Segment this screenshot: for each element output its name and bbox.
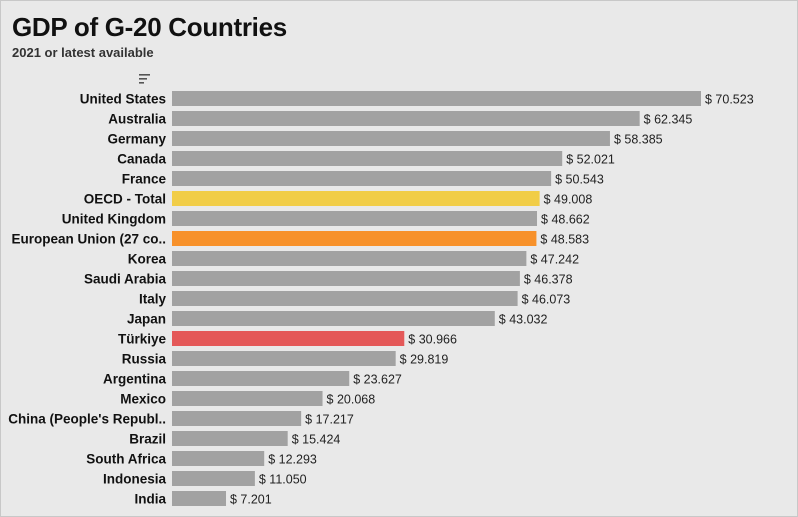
category-label: Korea (128, 252, 167, 267)
value-label: $ 11.050 (259, 473, 307, 487)
category-label: Japan (127, 312, 166, 327)
bar[interactable] (172, 491, 227, 506)
bar[interactable] (172, 471, 255, 486)
bar[interactable] (172, 211, 538, 226)
category-label: Saudi Arabia (84, 272, 167, 287)
value-label: $ 23.627 (353, 373, 402, 387)
category-label: Italy (139, 292, 167, 307)
value-label: $ 17.217 (305, 413, 354, 427)
bar[interactable] (172, 331, 405, 346)
category-label: Türkiye (118, 332, 167, 347)
value-label: $ 43.032 (499, 313, 548, 327)
category-label: European Union (27 co.. (11, 232, 166, 247)
category-label: Brazil (129, 432, 166, 447)
bar[interactable] (172, 191, 540, 206)
bar[interactable] (172, 451, 265, 466)
bar[interactable] (172, 371, 350, 386)
bar[interactable] (172, 111, 640, 126)
value-label: $ 48.583 (540, 233, 589, 247)
value-label: $ 12.293 (268, 453, 317, 467)
bar[interactable] (172, 131, 610, 146)
bar[interactable] (172, 351, 396, 366)
bar[interactable] (172, 251, 527, 266)
category-label: OECD - Total (84, 192, 166, 207)
category-label: Russia (122, 352, 167, 367)
category-label: Argentina (103, 372, 166, 387)
value-label: $ 30.966 (408, 333, 457, 347)
category-label: United States (80, 92, 166, 107)
category-label: Canada (117, 152, 166, 167)
category-label: Mexico (120, 392, 166, 407)
bar[interactable] (172, 171, 552, 186)
bar[interactable] (172, 311, 495, 326)
value-label: $ 46.378 (524, 273, 573, 287)
value-label: $ 70.523 (705, 93, 754, 107)
value-label: $ 7.201 (230, 493, 272, 507)
bar[interactable] (172, 391, 323, 406)
value-label: $ 62.345 (644, 113, 693, 127)
value-label: $ 49.008 (544, 193, 593, 207)
value-label: $ 52.021 (566, 153, 615, 167)
page-subtitle: 2021 or latest available (12, 45, 154, 60)
category-label: Australia (108, 112, 166, 127)
value-label: $ 47.242 (530, 253, 579, 267)
category-label: China (People's Republ.. (8, 412, 166, 427)
category-label: India (134, 492, 166, 507)
value-label: $ 58.385 (614, 133, 663, 147)
bar[interactable] (172, 271, 520, 286)
page-title: GDP of G-20 Countries (12, 12, 287, 42)
category-label: France (122, 172, 167, 187)
value-label: $ 20.068 (327, 393, 376, 407)
sort-descending-icon[interactable] (138, 73, 152, 85)
bar-chart: United States $ 70.523 Australia $ 62.345 Ge… (8, 91, 754, 507)
value-label: $ 48.662 (541, 213, 590, 227)
bar[interactable] (172, 431, 288, 446)
bar[interactable] (172, 91, 701, 106)
value-label: $ 29.819 (400, 353, 449, 367)
value-label: $ 50.543 (555, 173, 604, 187)
category-label: Germany (107, 132, 166, 147)
value-label: $ 46.073 (522, 293, 571, 307)
bar[interactable] (172, 151, 563, 166)
category-label: Indonesia (103, 472, 167, 487)
category-label: South Africa (86, 452, 166, 467)
bar[interactable] (172, 411, 302, 426)
bar[interactable] (172, 231, 537, 246)
category-label: United Kingdom (62, 212, 166, 227)
bar[interactable] (172, 291, 518, 306)
value-label: $ 15.424 (292, 433, 341, 447)
